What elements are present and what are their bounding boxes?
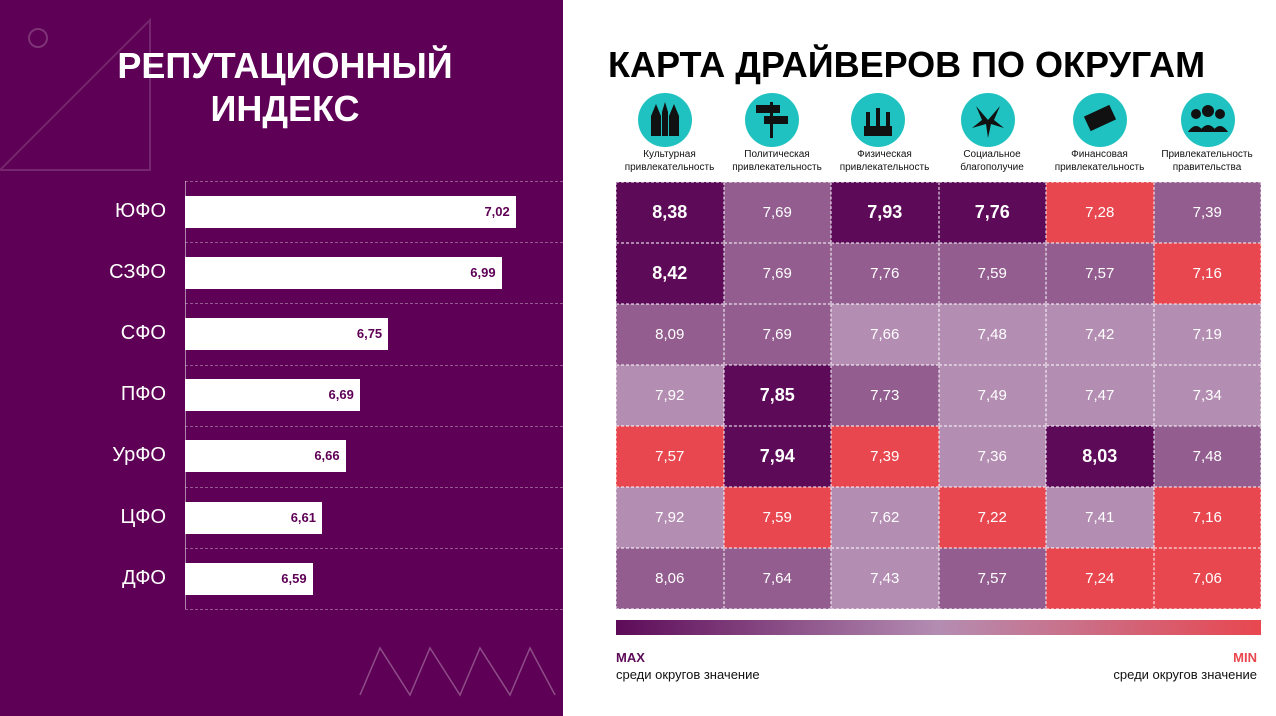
column-label: Политическая привлекательность xyxy=(732,149,822,173)
heatmap-cell: 7,59 xyxy=(938,243,1046,304)
bar xyxy=(185,440,346,473)
heatmap-cell: 7,24 xyxy=(1046,548,1154,609)
heatmap-cell: 7,57 xyxy=(1046,243,1154,304)
value-label: 6,66 xyxy=(314,448,340,464)
heatmap-cell: 7,36 xyxy=(938,426,1046,487)
value-label: 6,75 xyxy=(356,326,383,341)
legend-max-note: среди округов значение xyxy=(616,667,760,682)
heatmap-cell: 7,76 xyxy=(831,243,939,304)
value-label: 6,61 xyxy=(290,509,317,525)
decor xyxy=(0,17,556,697)
grid-line xyxy=(185,609,563,611)
heatmap-cell: 7,41 xyxy=(1046,487,1154,548)
grid-line xyxy=(185,548,563,550)
bar-title: РЕПУТАЦИОННЫЙ ИНДЕКС xyxy=(117,45,453,129)
heatmap-cell: 7,64 xyxy=(723,548,831,609)
left-panel xyxy=(0,0,563,716)
heatmap-cell: 7,62 xyxy=(831,487,939,548)
grid-line xyxy=(185,364,563,366)
heatmap-cell: 7,22 xyxy=(938,487,1046,548)
grid-line xyxy=(185,303,563,305)
column-label: Физическая привлекательность xyxy=(839,149,930,173)
category-label: СФО xyxy=(120,322,166,344)
heatmap-cell: 7,69 xyxy=(723,182,831,243)
value-label: 6,59 xyxy=(281,570,307,586)
category-label: УрФО xyxy=(112,444,166,467)
heatmap-cell: 7,57 xyxy=(938,548,1046,609)
category-label: ПФО xyxy=(120,383,166,406)
heatmap-cell: 7,39 xyxy=(831,426,939,487)
value-label: 6,69 xyxy=(328,387,354,403)
column-label: Финансовая привлекательность xyxy=(1054,149,1145,173)
heatmap-cell: 7,28 xyxy=(1046,182,1154,243)
heatmap-cell: 8,38 xyxy=(616,182,724,243)
legend-min-note: среди округов значение xyxy=(1113,667,1257,682)
bar xyxy=(185,501,323,534)
category-label: ЦФО xyxy=(120,505,166,528)
value-label: 6,99 xyxy=(470,264,496,280)
heatmap-cell: 7,73 xyxy=(831,365,939,426)
heatmap-cell: 8,42 xyxy=(616,243,724,304)
heatmap-cell: 7,57 xyxy=(616,426,724,487)
heatmap-cell: 7,43 xyxy=(831,548,939,609)
heatmap-cell: 7,16 xyxy=(1153,487,1261,548)
heatmap-cell: 7,06 xyxy=(1153,548,1261,609)
heatmap-cell: 8,09 xyxy=(616,304,724,365)
heatmap-cell: 7,16 xyxy=(1153,243,1261,304)
heatmap-cell: 7,69 xyxy=(723,243,831,304)
heatmap-cell: 7,92 xyxy=(616,487,724,548)
legend-min: MIN xyxy=(1233,650,1257,665)
heatmap-cell: 7,94 xyxy=(723,426,831,487)
category-label: СЗФО xyxy=(109,260,166,283)
heatmap-cell: 7,39 xyxy=(1153,182,1261,243)
heatmap-cell: 7,92 xyxy=(616,365,724,426)
heatmap-cell: 7,66 xyxy=(831,304,939,365)
column-label: Культурная привлекательность xyxy=(624,149,715,173)
heatmap-cell: 7,93 xyxy=(831,182,939,243)
heatmap-cell: 8,06 xyxy=(616,548,724,609)
legend-gradient xyxy=(616,620,1261,635)
grid-line xyxy=(185,242,563,244)
column-label: Социальное благополучие xyxy=(960,149,1024,173)
column-label: Привлекательность правительства xyxy=(1161,149,1253,173)
heatmap-cell: 8,03 xyxy=(1046,426,1154,487)
category-label: ЮФО xyxy=(115,199,166,222)
heatmap-cell: 7,34 xyxy=(1153,365,1261,426)
heatmap-cell: 7,47 xyxy=(1046,365,1154,426)
bar xyxy=(185,379,360,412)
bar xyxy=(185,562,313,595)
heatmap-cell: 7,42 xyxy=(1046,304,1154,365)
icons xyxy=(638,93,1235,147)
heatmap-cell: 7,69 xyxy=(723,304,831,365)
category-label: ДФО xyxy=(122,566,166,589)
bar xyxy=(185,318,389,350)
heatmap-cell: 7,48 xyxy=(938,304,1046,365)
grid-line xyxy=(185,181,563,182)
heatmap-cell: 7,49 xyxy=(938,365,1046,426)
grid-line xyxy=(185,425,563,427)
legend-max: MAX xyxy=(616,650,645,665)
bar xyxy=(185,256,502,289)
heatmap-cell: 7,59 xyxy=(723,487,831,548)
bar xyxy=(185,195,516,228)
value-label: 7,02 xyxy=(484,203,510,219)
heatmap-cell: 7,85 xyxy=(723,365,831,426)
heatmap-title: КАРТА ДРАЙВЕРОВ ПО ОКРУГАМ xyxy=(608,44,1206,85)
grid-line xyxy=(185,487,563,488)
heatmap-cell: 7,19 xyxy=(1153,304,1261,365)
heatmap-cell: 7,76 xyxy=(938,182,1046,243)
heatmap-cell: 7,48 xyxy=(1153,426,1261,487)
